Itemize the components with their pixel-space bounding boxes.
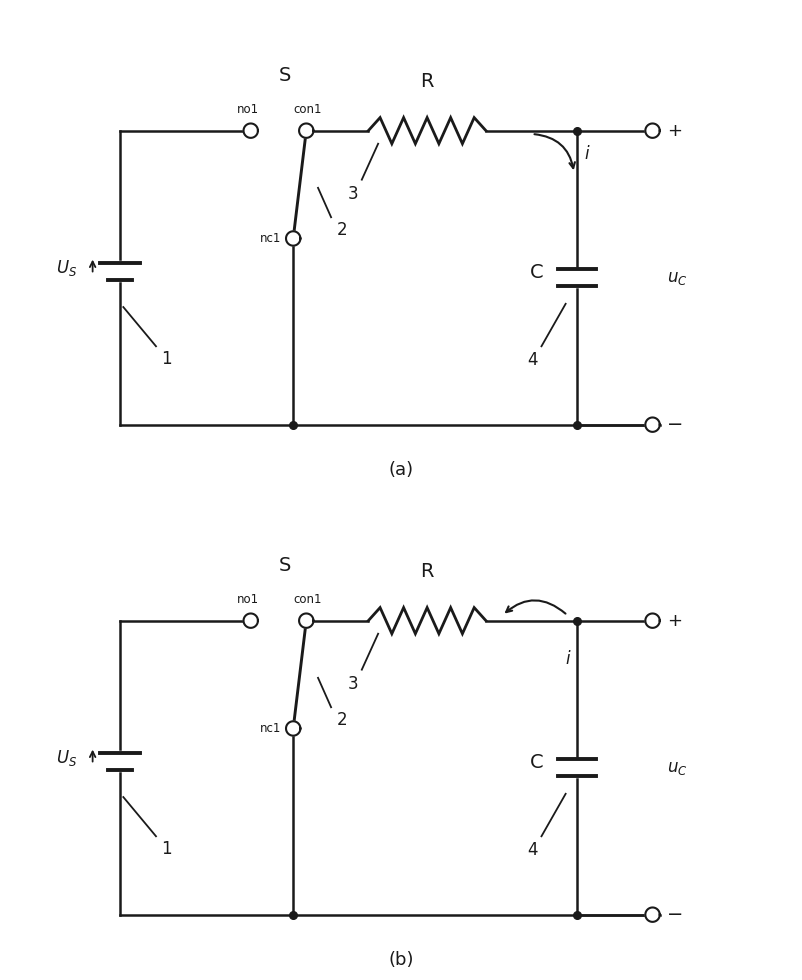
Text: R: R	[420, 73, 434, 91]
Text: 4: 4	[527, 842, 537, 859]
Text: i: i	[584, 144, 589, 163]
Polygon shape	[244, 613, 258, 628]
Text: 1: 1	[161, 840, 172, 858]
Text: S: S	[279, 66, 291, 85]
Text: no1: no1	[237, 593, 258, 607]
Text: +: +	[667, 612, 682, 630]
Polygon shape	[646, 613, 660, 628]
Polygon shape	[286, 231, 301, 246]
Text: (b): (b)	[388, 951, 414, 968]
Polygon shape	[244, 123, 258, 138]
Text: S: S	[279, 556, 291, 575]
Text: $U_S$: $U_S$	[56, 258, 78, 278]
Text: no1: no1	[237, 103, 258, 117]
Text: C: C	[530, 263, 544, 282]
Text: con1: con1	[294, 103, 322, 117]
Text: 1: 1	[161, 350, 172, 368]
Text: 3: 3	[348, 185, 358, 203]
Polygon shape	[299, 613, 314, 628]
Polygon shape	[646, 417, 660, 432]
Text: −: −	[667, 416, 683, 434]
Polygon shape	[286, 721, 301, 736]
Polygon shape	[646, 907, 660, 922]
Text: $U_S$: $U_S$	[56, 748, 78, 768]
Polygon shape	[299, 123, 314, 138]
Text: 2: 2	[336, 221, 347, 239]
Text: nc1: nc1	[260, 232, 282, 245]
Text: (a): (a)	[388, 461, 414, 478]
Text: $u_C$: $u_C$	[667, 759, 687, 777]
Text: con1: con1	[294, 593, 322, 607]
Text: 4: 4	[527, 352, 537, 369]
Text: 3: 3	[348, 675, 358, 693]
Text: 2: 2	[336, 711, 347, 729]
Text: R: R	[420, 563, 434, 581]
Text: nc1: nc1	[260, 722, 282, 735]
Text: i: i	[565, 650, 570, 668]
Text: +: +	[667, 122, 682, 140]
Text: −: −	[667, 906, 683, 924]
Polygon shape	[646, 123, 660, 138]
Text: $u_C$: $u_C$	[667, 269, 687, 287]
Text: C: C	[530, 753, 544, 772]
